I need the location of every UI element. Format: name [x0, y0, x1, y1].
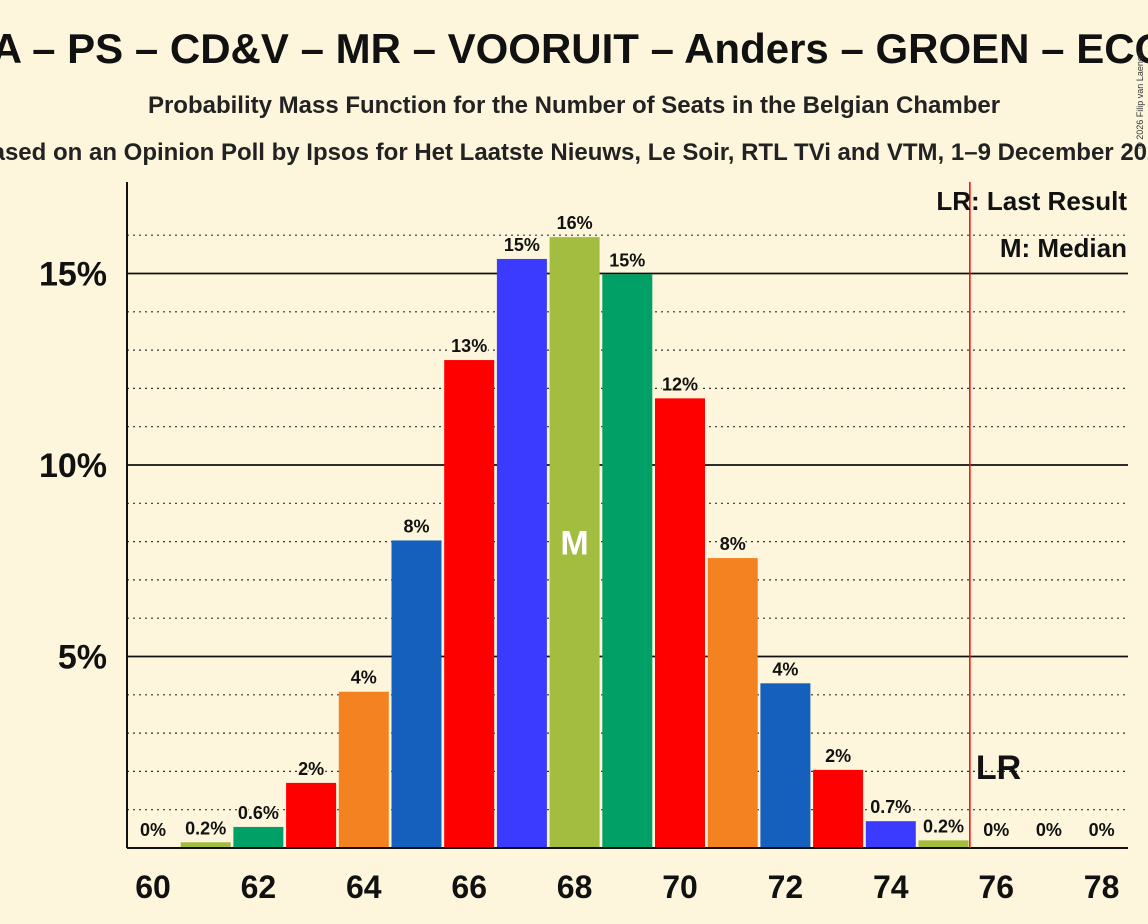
x-tick-label: 74 [873, 869, 909, 905]
x-tick-label: 64 [346, 869, 382, 905]
x-tick-label: 60 [135, 869, 171, 905]
data-label: 15% [609, 250, 645, 270]
axes [126, 182, 1128, 849]
bar [865, 821, 916, 848]
data-label: 0% [1089, 820, 1115, 840]
data-label: 8% [403, 516, 429, 536]
bar [707, 558, 758, 848]
data-label: 2% [825, 746, 851, 766]
copyright-notice: © 2026 Filip van Laenen [1135, 51, 1145, 149]
median-marker: M [560, 525, 588, 563]
x-tick-label: 78 [1084, 869, 1120, 905]
x-tick-label: 76 [978, 869, 1014, 905]
bar [813, 769, 864, 848]
legend-last-result: LR: Last Result [936, 186, 1127, 216]
data-label: 13% [451, 336, 487, 356]
bar [602, 274, 653, 848]
data-label: 0.7% [870, 797, 911, 817]
data-label: 8% [720, 534, 746, 554]
data-label: 4% [351, 668, 377, 688]
data-label: 0% [1036, 820, 1062, 840]
legend: LR: Last Result M: Median [936, 186, 1127, 263]
bar [918, 840, 969, 848]
data-label: 2% [298, 759, 324, 779]
bar [391, 540, 442, 848]
bar [760, 683, 811, 848]
data-label: 0.6% [238, 803, 279, 823]
data-label: 4% [772, 659, 798, 679]
y-tick-label: 15% [39, 256, 107, 294]
last-result-marker: LR [976, 749, 1021, 787]
data-labels: 0% 0.2% 0.6% 2% 4% 8% 13% 15% 16% 15% 12% 8% 4% 2% 0.7… [138, 212, 1116, 842]
x-tick-label: 62 [241, 869, 277, 905]
chart-subtitle: Probability Mass Function for the Number… [148, 92, 1000, 119]
chart-source: Based on an Opinion Poll by Ipsos for He… [0, 139, 1148, 166]
chart-title: N-VA – PS – CD&V – MR – VOORUIT – Anders… [0, 25, 1148, 72]
y-tick-label: 10% [39, 447, 107, 485]
grid-lines [127, 234, 1128, 811]
y-axis-ticks: 5% 10% 15% [39, 256, 107, 677]
y-tick-label: 5% [58, 639, 107, 677]
bar [655, 398, 705, 848]
data-label: 12% [662, 374, 698, 394]
x-axis-ticks: 60 62 64 66 68 70 72 74 76 78 [135, 869, 1119, 905]
legend-median: M: Median [1000, 233, 1127, 263]
data-label: 0.2% [923, 816, 964, 836]
bars [180, 237, 969, 849]
x-tick-label: 72 [768, 869, 804, 905]
data-label: 16% [557, 213, 593, 233]
data-label: 0% [140, 820, 166, 840]
data-label: 0% [983, 820, 1009, 840]
bar [233, 826, 284, 848]
bar [180, 842, 231, 848]
data-label: 0.2% [185, 818, 226, 838]
x-tick-label: 70 [662, 869, 698, 905]
bar [444, 360, 495, 848]
x-tick-label: 68 [557, 869, 593, 905]
data-label: 15% [504, 235, 540, 255]
bar [286, 782, 337, 848]
bar [496, 258, 547, 848]
bar [549, 237, 600, 849]
markers: M LR [560, 182, 1021, 848]
bar [338, 691, 389, 848]
x-tick-label: 66 [451, 869, 487, 905]
